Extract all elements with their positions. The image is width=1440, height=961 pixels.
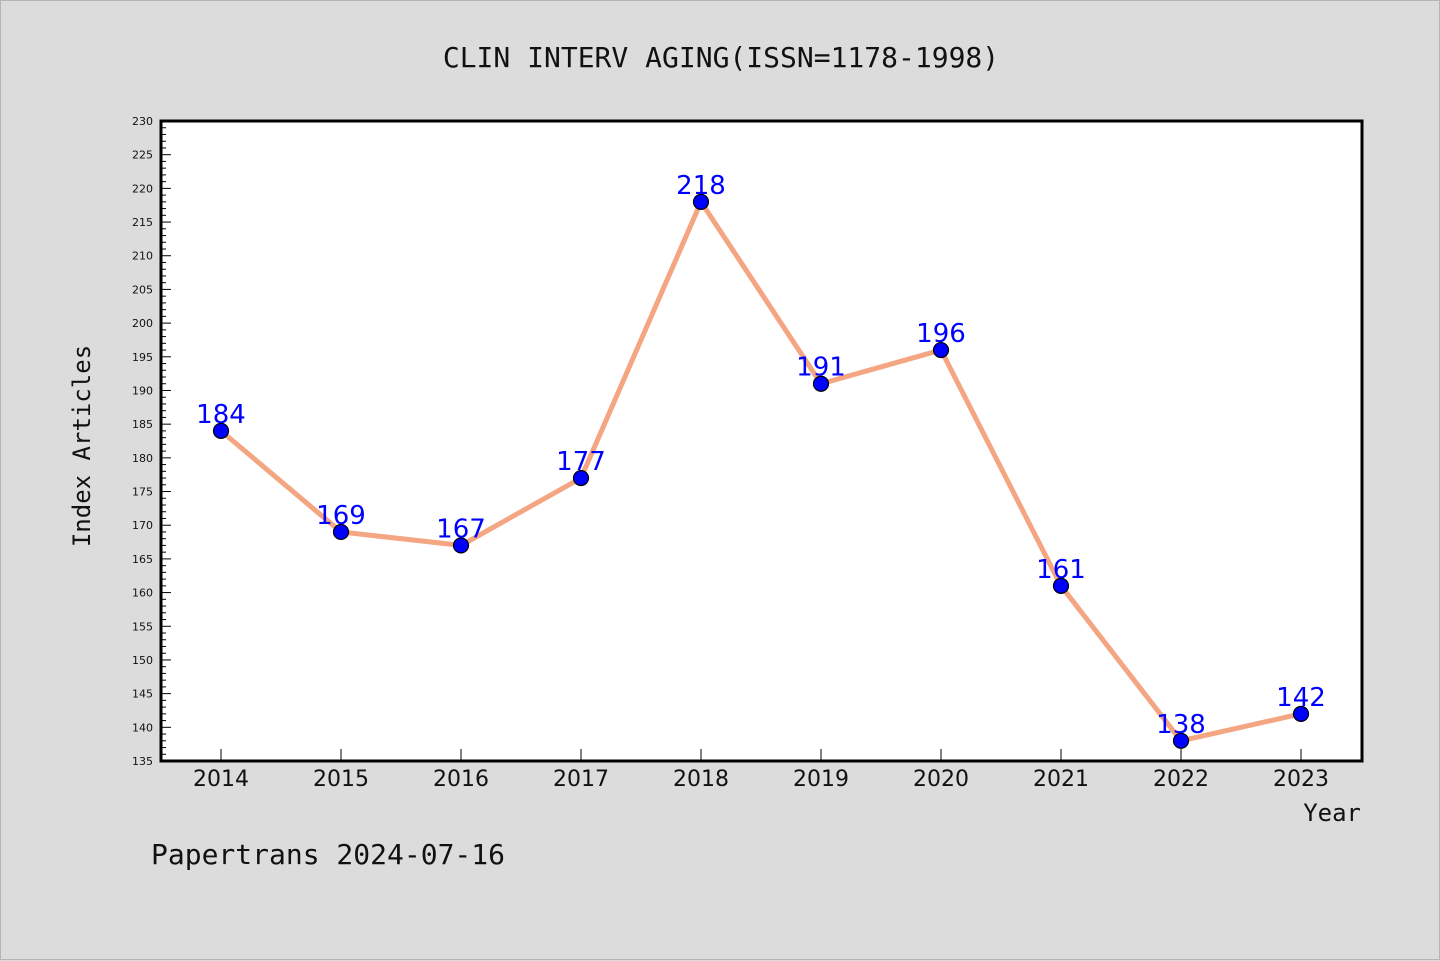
y-tick-label: 160: [132, 587, 153, 600]
footer-text: Papertrans 2024-07-16: [151, 838, 505, 871]
x-tick-label: 2018: [673, 767, 729, 792]
chart-title: CLIN INTERV AGING(ISSN=1178-1998): [443, 41, 999, 74]
data-point-label: 184: [196, 400, 246, 430]
y-tick-label: 165: [132, 553, 153, 566]
y-tick-label: 230: [132, 115, 153, 128]
data-point-marker: [212, 422, 230, 439]
data-point-label: 169: [316, 501, 366, 531]
x-tick-label: 2014: [193, 767, 249, 792]
data-point-marker: [452, 537, 470, 554]
x-tick-label: 2017: [553, 767, 609, 792]
data-point-marker: [692, 193, 710, 210]
x-tick-labels: 2014 2015 2016 2017 2018 2019 2020 2021 2022 2023: [193, 767, 1329, 792]
data-point-marker: [1052, 577, 1070, 594]
data-point-marker: [812, 375, 830, 392]
y-tick-labels: 135 140 145 150 155 160 165 170 175 180 185 190 195 2…: [132, 115, 153, 768]
data-point-label: 196: [916, 319, 966, 349]
x-tick-label: 2016: [433, 767, 489, 792]
data-point-label: 218: [676, 171, 726, 201]
data-point-label: 138: [1156, 710, 1206, 740]
y-tick-label: 210: [132, 250, 153, 263]
y-tick-label: 185: [132, 418, 153, 431]
y-tick-label: 195: [132, 351, 153, 364]
x-axis-label: Year: [1303, 799, 1361, 827]
y-tick-label: 140: [132, 721, 153, 734]
x-tick-label: 2021: [1033, 767, 1089, 792]
y-tick-label: 180: [132, 452, 153, 465]
data-point-marker: [332, 523, 350, 541]
y-tick-label: 170: [132, 519, 153, 532]
plot-area: [161, 121, 1362, 761]
x-tick-label: 2019: [793, 767, 849, 792]
y-tick-label: 205: [132, 283, 153, 296]
data-point-label: 191: [796, 353, 846, 383]
y-tick-label: 215: [132, 216, 153, 229]
data-point-marker: [1292, 705, 1310, 722]
data-markers: [212, 193, 1310, 749]
y-tick-label: 145: [132, 688, 153, 701]
data-point-label: 142: [1276, 683, 1326, 713]
x-tick-label: 2015: [313, 767, 369, 792]
data-point-marker: [572, 469, 590, 487]
x-tick-label: 2023: [1273, 767, 1329, 792]
y-axis-label: Index Articles: [68, 345, 96, 547]
y-tick-label: 135: [132, 755, 153, 768]
data-point-label: 177: [556, 447, 606, 477]
data-point-label: 161: [1036, 555, 1086, 585]
x-tick-label: 2020: [913, 767, 969, 792]
y-tick-label: 150: [132, 654, 153, 667]
series-line-path: [218, 199, 1304, 744]
data-point-label: 167: [436, 514, 486, 544]
data-labels: 184 169 167 177 218 191 196 161 138 142: [196, 171, 1326, 740]
y-tick-label: 220: [132, 182, 153, 195]
data-point-marker: [932, 341, 950, 359]
plot-border: [159, 119, 1364, 763]
y-tick-label: 200: [132, 317, 153, 330]
y-tick-label: 155: [132, 620, 153, 633]
y-tick-label: 225: [132, 149, 153, 162]
x-tick-label: 2022: [1153, 767, 1209, 792]
data-point-marker: [1172, 732, 1190, 749]
series-line: [218, 199, 1304, 744]
y-tick-label: 175: [132, 486, 153, 499]
y-tick-label: 190: [132, 384, 153, 397]
